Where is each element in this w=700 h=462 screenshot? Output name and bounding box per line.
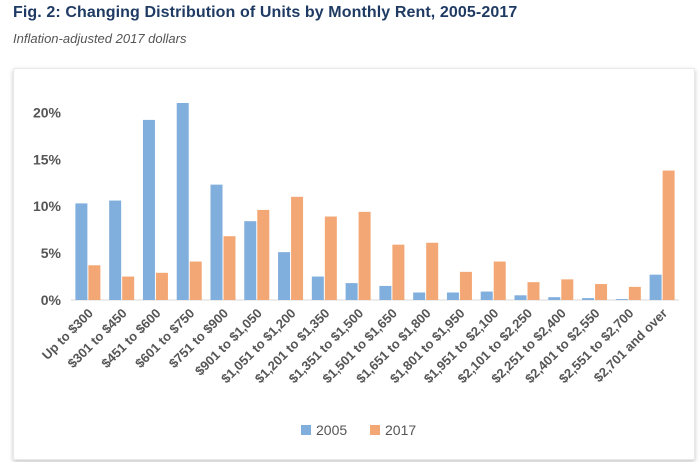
y-tick-label: 15%: [33, 151, 62, 167]
bar-2005: [649, 274, 662, 300]
legend: 2005 2017: [301, 422, 416, 438]
bar-2005: [514, 295, 527, 300]
bar-2017: [595, 284, 608, 300]
bar-2017: [527, 282, 540, 300]
bar-2017: [459, 271, 472, 300]
bar-2017: [291, 196, 304, 300]
bar-2017: [628, 286, 641, 300]
chart-card: 0% 5% 10% 15% 20% Up to $300 $301 to $450 $451…: [13, 68, 695, 460]
bar-2005: [75, 203, 88, 300]
bar-2005: [413, 292, 426, 300]
bar-2005: [210, 184, 223, 300]
y-axis-ticks: 0% 5% 10% 15% 20%: [33, 104, 62, 308]
bar-2017: [426, 242, 439, 300]
bar-2005: [345, 283, 358, 300]
bar-2005: [480, 291, 493, 300]
chart-title: Fig. 2: Changing Distribution of Units b…: [13, 4, 518, 21]
bar-2005: [244, 221, 257, 300]
bar-2005: [109, 200, 122, 300]
bar-2017: [493, 261, 506, 300]
bar-2005: [379, 285, 392, 300]
chart-subtitle: Inflation-adjusted 2017 dollars: [13, 31, 187, 46]
y-tick-label: 20%: [33, 104, 62, 120]
bar-2005: [311, 276, 324, 300]
bar-2017: [392, 244, 405, 300]
bar-2005: [548, 297, 561, 300]
legend-label-2005: 2005: [316, 422, 347, 438]
bars-group: [75, 103, 675, 301]
bar-2005: [142, 119, 155, 301]
bar-2017: [662, 170, 675, 300]
legend-label-2017: 2017: [385, 422, 416, 438]
legend-swatch-2017: [370, 425, 380, 435]
bar-2017: [155, 272, 168, 300]
bar-2005: [582, 298, 595, 300]
bar-chart: 0% 5% 10% 15% 20% Up to $300$301 to $450$451…: [33, 103, 679, 438]
bar-2017: [189, 261, 202, 300]
y-tick-label: 5%: [41, 245, 62, 261]
bar-2005: [176, 103, 189, 300]
bar-2017: [257, 209, 270, 300]
bar-2005: [278, 252, 291, 300]
y-tick-label: 10%: [33, 198, 62, 214]
bar-2017: [88, 265, 101, 300]
bar-2017: [561, 279, 574, 300]
x-axis-ticks: Up to $300$301 to $450$451 to $600$601 t…: [39, 306, 670, 387]
bar-2017: [223, 236, 236, 300]
bar-2005: [446, 292, 459, 300]
bar-2017: [324, 216, 337, 300]
bar-2005: [615, 299, 628, 300]
bar-2017: [122, 276, 135, 300]
legend-swatch-2005: [301, 425, 311, 435]
y-tick-label: 0%: [41, 292, 62, 308]
bar-2017: [358, 211, 371, 300]
